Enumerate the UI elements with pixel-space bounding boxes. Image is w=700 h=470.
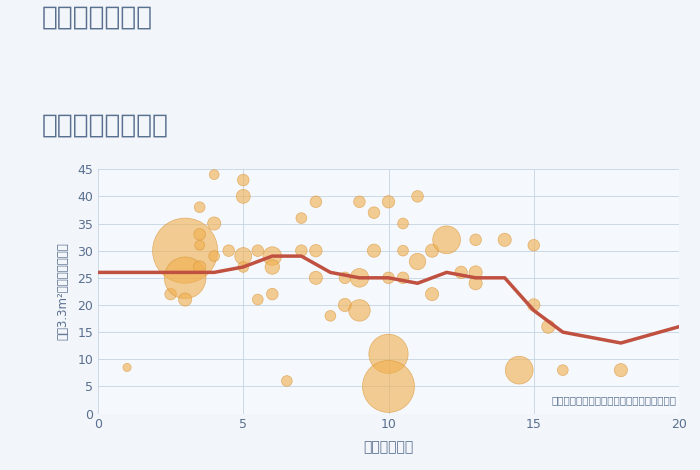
Point (470, 236, 482, 243)
Point (209, 171, 220, 179)
Text: 埼玉県羽貫駅の: 埼玉県羽貫駅の (42, 5, 153, 31)
Point (310, 198, 321, 205)
Point (310, 247, 321, 254)
Point (426, 290, 438, 298)
Point (441, 236, 452, 243)
Point (281, 377, 293, 385)
Point (368, 209, 379, 216)
Point (194, 231, 205, 238)
Point (557, 367, 568, 374)
Point (398, 247, 409, 254)
Point (252, 247, 263, 254)
Point (340, 274, 351, 282)
Point (398, 274, 409, 282)
Text: 駅距離別土地価格: 駅距離別土地価格 (42, 113, 169, 139)
Point (237, 252, 249, 260)
Point (383, 350, 394, 358)
Text: 円の大きさは、取引のあった物件面積を示す: 円の大きさは、取引のあった物件面積を示す (551, 395, 676, 406)
Point (383, 383, 394, 390)
Point (398, 220, 409, 227)
Point (354, 306, 365, 314)
Point (412, 193, 423, 200)
Point (122, 364, 133, 371)
Point (325, 312, 336, 320)
Point (340, 301, 351, 309)
Point (514, 367, 525, 374)
Point (252, 296, 263, 303)
Point (180, 296, 191, 303)
Point (426, 247, 438, 254)
X-axis label: 駅距離（分）: 駅距離（分） (363, 440, 414, 454)
Point (456, 269, 467, 276)
Point (499, 236, 510, 243)
Point (615, 367, 626, 374)
Point (165, 290, 176, 298)
Point (412, 258, 423, 265)
Point (470, 280, 482, 287)
Point (180, 247, 191, 254)
Point (209, 220, 220, 227)
Point (223, 247, 235, 254)
Point (194, 204, 205, 211)
Point (528, 242, 539, 249)
Point (383, 198, 394, 205)
Point (354, 274, 365, 282)
Point (267, 252, 278, 260)
Point (194, 263, 205, 271)
Point (528, 301, 539, 309)
Point (237, 193, 249, 200)
Point (267, 263, 278, 271)
Point (470, 269, 482, 276)
Point (542, 323, 554, 330)
Point (267, 290, 278, 298)
Y-axis label: 坪（3.3m²）単価（万円）: 坪（3.3m²）単価（万円） (56, 243, 69, 340)
Point (296, 247, 307, 254)
Point (237, 176, 249, 184)
Point (310, 274, 321, 282)
Point (383, 274, 394, 282)
Point (209, 252, 220, 260)
Point (194, 242, 205, 249)
Point (354, 198, 365, 205)
Point (368, 247, 379, 254)
Point (296, 214, 307, 222)
Point (237, 263, 249, 271)
Point (180, 274, 191, 282)
